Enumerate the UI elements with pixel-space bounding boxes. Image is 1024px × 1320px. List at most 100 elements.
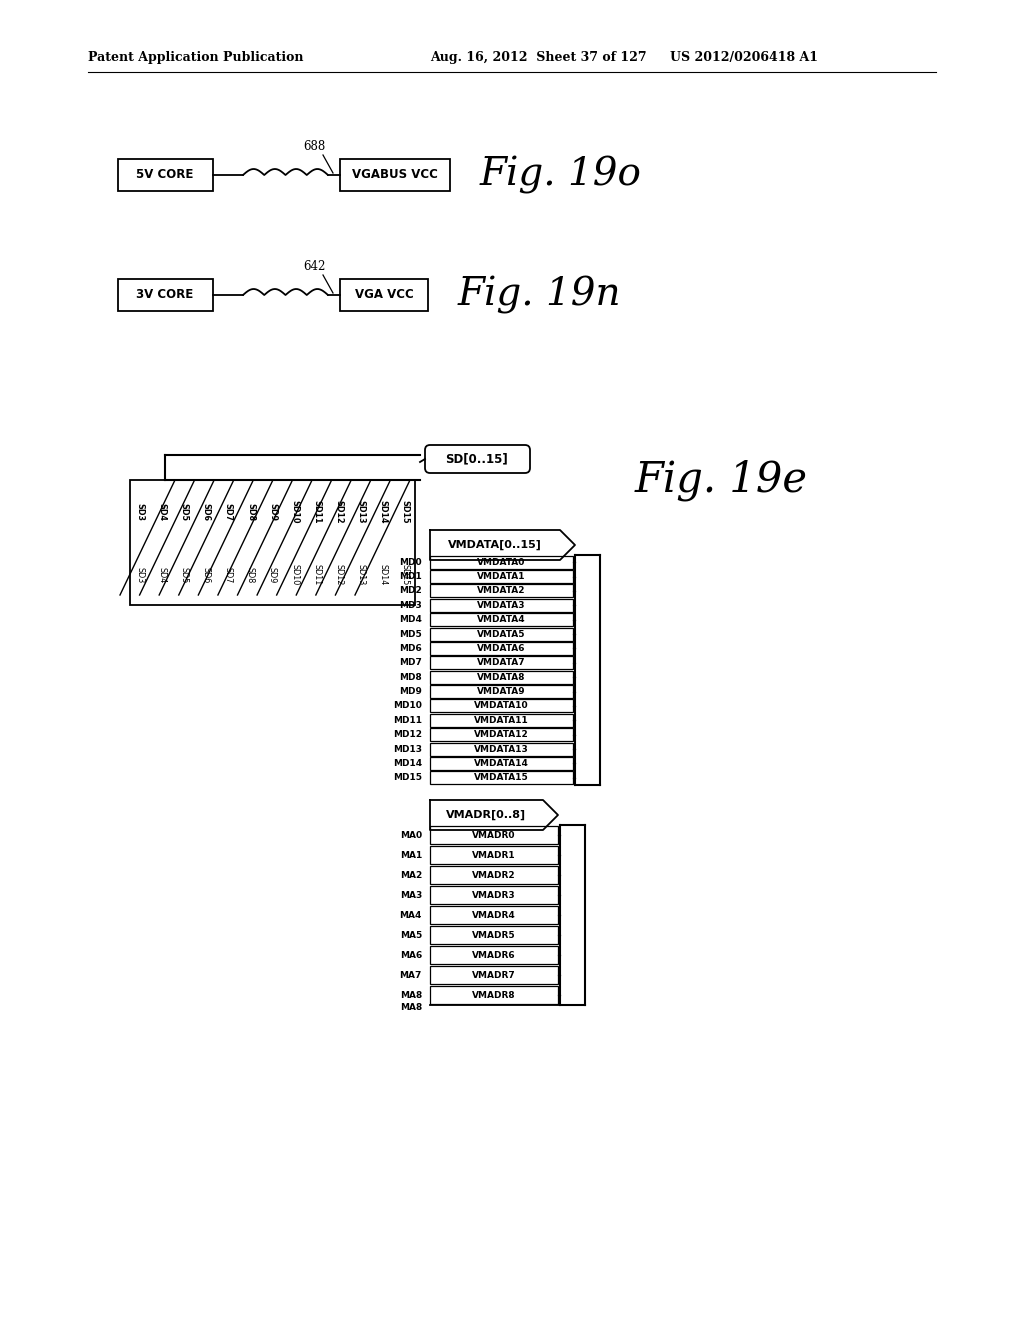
Text: Aug. 16, 2012  Sheet 37 of 127: Aug. 16, 2012 Sheet 37 of 127 (430, 50, 646, 63)
Text: MA8: MA8 (399, 990, 422, 999)
Bar (430, 627, 573, 640)
Text: VMADR7: VMADR7 (472, 970, 516, 979)
Text: VMDATA13: VMDATA13 (474, 744, 528, 754)
Text: MA1: MA1 (399, 850, 422, 859)
Text: VMADR1: VMADR1 (472, 850, 516, 859)
Text: SD[0..15]: SD[0..15] (445, 453, 508, 466)
Text: SD12: SD12 (334, 500, 343, 524)
Text: VMDATA9: VMDATA9 (477, 688, 525, 696)
Text: MD0: MD0 (399, 557, 422, 566)
Polygon shape (430, 531, 575, 560)
Bar (430, 927, 558, 944)
Text: VMADR2: VMADR2 (472, 870, 516, 879)
Bar (340, 279, 428, 312)
Text: VMDATA11: VMDATA11 (474, 715, 528, 725)
Text: Fig. 19o: Fig. 19o (480, 156, 642, 194)
Text: MD5: MD5 (399, 630, 422, 639)
Text: Patent Application Publication: Patent Application Publication (88, 50, 303, 63)
Text: SD7: SD7 (224, 566, 232, 583)
Text: SD15: SD15 (400, 500, 410, 524)
Text: SD14: SD14 (379, 500, 387, 524)
Text: VMDATA10: VMDATA10 (474, 701, 528, 710)
Text: MD11: MD11 (393, 715, 422, 725)
Text: VMADR4: VMADR4 (472, 911, 516, 920)
Bar (430, 642, 573, 655)
Text: US 2012/0206418 A1: US 2012/0206418 A1 (670, 50, 818, 63)
Text: SD8: SD8 (246, 566, 255, 583)
Text: VMDATA15: VMDATA15 (474, 774, 528, 783)
Text: MD9: MD9 (399, 688, 422, 696)
Text: VMADR6: VMADR6 (472, 950, 516, 960)
Text: SD10: SD10 (290, 500, 299, 524)
Text: VMDATA1: VMDATA1 (477, 572, 525, 581)
Bar (430, 614, 573, 626)
Bar (430, 986, 558, 1005)
Text: VMADR8: VMADR8 (472, 990, 516, 999)
Bar (430, 966, 558, 983)
Bar (430, 556, 573, 569)
Text: MD8: MD8 (399, 673, 422, 681)
Text: VMDATA2: VMDATA2 (477, 586, 525, 595)
Text: MA4: MA4 (399, 911, 422, 920)
Text: MD3: MD3 (399, 601, 422, 610)
Bar (430, 570, 573, 583)
Text: MD15: MD15 (393, 774, 422, 783)
Text: Fig. 19n: Fig. 19n (458, 276, 622, 314)
Text: MD13: MD13 (393, 744, 422, 754)
FancyBboxPatch shape (425, 445, 530, 473)
Bar (118, 158, 213, 191)
Text: VMDATA6: VMDATA6 (477, 644, 525, 653)
Text: VGABUS VCC: VGABUS VCC (352, 169, 438, 181)
Bar (430, 585, 573, 598)
Text: VMDATA3: VMDATA3 (477, 601, 525, 610)
Text: SD13: SD13 (356, 565, 366, 586)
Bar (430, 729, 573, 741)
Bar (430, 846, 558, 865)
Text: VMDATA[0..15]: VMDATA[0..15] (449, 540, 542, 550)
Bar (430, 700, 573, 713)
Bar (430, 656, 573, 669)
Text: VMADR5: VMADR5 (472, 931, 516, 940)
Bar (430, 599, 573, 611)
Text: SD4: SD4 (158, 503, 167, 521)
Text: VMDATA4: VMDATA4 (477, 615, 525, 624)
Bar (118, 279, 213, 312)
Text: MA0: MA0 (400, 830, 422, 840)
Bar (430, 685, 573, 698)
Bar (430, 671, 573, 684)
Bar (130, 480, 415, 605)
Text: VMDATA12: VMDATA12 (474, 730, 528, 739)
Text: MA5: MA5 (399, 931, 422, 940)
Text: VMDATA5: VMDATA5 (477, 630, 525, 639)
Text: VMADR[0..8]: VMADR[0..8] (445, 810, 526, 820)
Text: MA2: MA2 (399, 870, 422, 879)
Text: SD9: SD9 (268, 503, 278, 521)
Text: SD6: SD6 (202, 503, 211, 521)
Text: VMADR3: VMADR3 (472, 891, 516, 899)
Text: VMDATA14: VMDATA14 (473, 759, 528, 768)
Bar (430, 771, 573, 784)
Text: MD12: MD12 (393, 730, 422, 739)
Text: MA8: MA8 (399, 1002, 422, 1011)
Text: 3V CORE: 3V CORE (136, 289, 194, 301)
Bar (430, 946, 558, 964)
Text: SD11: SD11 (312, 500, 322, 524)
Text: MD4: MD4 (399, 615, 422, 624)
Text: SD10: SD10 (290, 565, 299, 586)
Text: SD15: SD15 (400, 565, 410, 586)
Bar (340, 158, 450, 191)
Text: MD1: MD1 (399, 572, 422, 581)
Text: VGA VCC: VGA VCC (354, 289, 414, 301)
Text: VMDATA8: VMDATA8 (477, 673, 525, 681)
Text: 5V CORE: 5V CORE (136, 169, 194, 181)
Bar (430, 906, 558, 924)
Bar (430, 756, 573, 770)
Text: SD7: SD7 (224, 503, 232, 521)
Text: SD12: SD12 (334, 565, 343, 586)
Text: MD10: MD10 (393, 701, 422, 710)
Text: SD6: SD6 (202, 566, 211, 583)
Text: MA7: MA7 (399, 970, 422, 979)
Polygon shape (430, 800, 558, 830)
Text: 642: 642 (303, 260, 326, 273)
Text: 688: 688 (303, 140, 326, 153)
